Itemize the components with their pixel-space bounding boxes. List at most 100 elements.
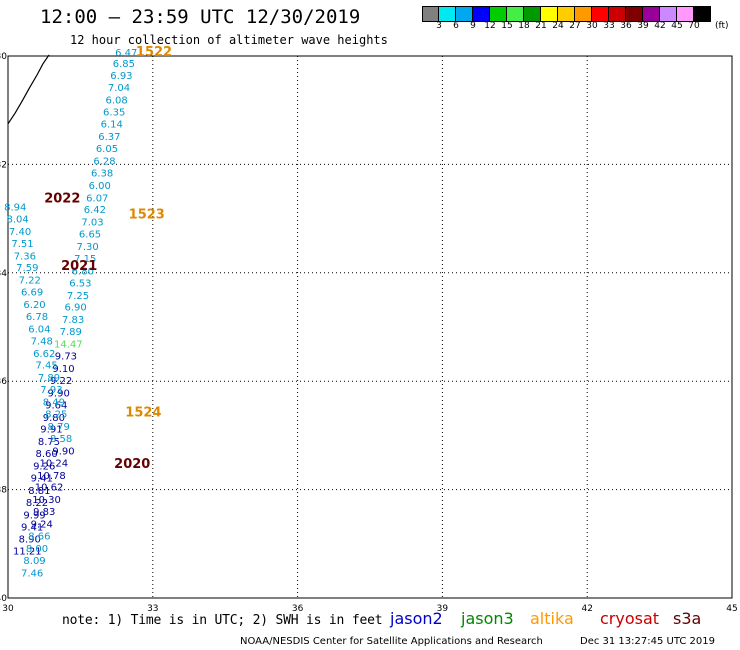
y-tick-label: -40 [0, 594, 7, 604]
wave-height-label: 7.83 [62, 315, 84, 326]
wave-height-label: 6.42 [84, 205, 106, 216]
legend-swatch [609, 7, 626, 21]
x-tick-label: 36 [292, 604, 304, 614]
y-tick-label: -36 [0, 377, 7, 387]
legend-unit-label: (ft) [715, 21, 729, 31]
wave-height-label: 6.80 [72, 266, 94, 277]
wave-height-label: 6.14 [101, 120, 123, 131]
x-tick-label: 33 [147, 604, 158, 614]
legend-swatch [592, 7, 609, 21]
legend-swatch [660, 7, 677, 21]
wave-height-label: 8.09 [23, 556, 45, 567]
wave-height-label: 7.51 [11, 239, 33, 250]
wave-height-label: 7.59 [16, 263, 38, 274]
wave-height-label: 9.99 [23, 510, 45, 521]
wave-height-label: 9.41 [31, 473, 53, 484]
wave-height-label: 9.26 [33, 462, 55, 473]
footer-note: note: 1) Time is in UTC; 2) SWH is in fe… [62, 613, 383, 628]
satellite-legend-altika: altika [530, 609, 574, 628]
legend-swatch [694, 7, 711, 21]
color-legend-bar [422, 6, 711, 22]
wave-height-label: 7.48 [31, 336, 53, 347]
wave-height-label: 8.58 [50, 434, 72, 445]
wave-height-label: 6.78 [26, 312, 48, 323]
satellite-legend-cryosat: cryosat [600, 609, 660, 628]
wave-height-label: 10.30 [32, 495, 61, 506]
page-title: 12:00 — 23:59 UTC 12/30/2019 [40, 6, 361, 28]
wave-height-label: 8.79 [48, 422, 70, 433]
wave-height-label: 6.04 [28, 324, 50, 335]
wave-height-label: 8.25 [45, 410, 67, 421]
legend-swatch [490, 7, 507, 21]
satellite-legend-jason3: jason3 [461, 609, 514, 628]
y-tick-label: -32 [0, 160, 7, 170]
legend-tick-label: 9 [470, 21, 476, 31]
coastline [7, 54, 50, 125]
wave-height-label: 6.62 [33, 349, 55, 360]
legend-swatch [541, 7, 558, 21]
legend-swatch [643, 7, 660, 21]
legend-swatch [524, 7, 541, 21]
satellite-legend-jason2: jason2 [390, 609, 443, 628]
wave-height-label: 8.22 [26, 498, 48, 509]
wave-height-label: 7.15 [74, 254, 96, 265]
wave-height-label: 8.90 [19, 535, 41, 546]
legend-tick-label: 3 [436, 21, 442, 31]
wave-height-label: 7.89 [60, 327, 82, 338]
legend-swatch [422, 7, 439, 21]
wave-height-label: 9.41 [21, 522, 43, 533]
y-tick-label: -30 [0, 52, 7, 62]
legend-tick-label: 70 [688, 21, 700, 31]
legend-swatch [677, 7, 694, 21]
x-tick-label: 45 [726, 604, 737, 614]
wave-height-label: 6.00 [89, 181, 111, 192]
legend-tick-label: 36 [620, 21, 632, 31]
wave-height-label: 6.47 [115, 48, 137, 59]
wave-height-label: 8.60 [35, 449, 57, 460]
pass-time-label: 1524 [125, 405, 161, 420]
wave-height-label: 6.85 [113, 59, 135, 70]
x-tick-label: 39 [437, 604, 449, 614]
wave-height-label: 7.45 [35, 361, 57, 372]
wave-height-label: 6.08 [105, 96, 127, 107]
legend-tick-label: 33 [603, 21, 615, 31]
wave-height-label: 9.91 [40, 425, 62, 436]
footer-timestamp: Dec 31 13:27:45 UTC 2019 [580, 636, 715, 647]
wave-height-label: 9.24 [31, 520, 53, 531]
wave-height-label: 8.04 [7, 214, 29, 225]
map-frame [7, 55, 733, 599]
legend-tick-label: 18 [518, 21, 530, 31]
wave-height-label: 7.46 [21, 568, 43, 579]
wave-height-label: 7.25 [67, 291, 89, 302]
wave-height-label: 10.62 [35, 483, 64, 494]
wave-height-label: 9.83 [33, 507, 55, 518]
legend-tick-label: 21 [535, 21, 547, 31]
wave-height-label: 9.64 [45, 400, 67, 411]
wave-height-label: 10.78 [37, 471, 66, 482]
wave-height-label: 6.53 [69, 278, 91, 289]
legend-swatch [439, 7, 456, 21]
wave-height-label: 7.93 [40, 385, 62, 396]
legend-swatch [626, 7, 643, 21]
wave-height-label: 8.94 [4, 202, 26, 213]
wave-height-label: 14.47 [54, 340, 83, 351]
page-subtitle: 12 hour collection of altimeter wave hei… [70, 33, 388, 47]
x-tick-label: 30 [2, 604, 14, 614]
wave-height-label: 6.69 [21, 288, 43, 299]
pass-time-label: 1523 [129, 208, 165, 223]
wave-height-label: 7.40 [9, 227, 31, 238]
legend-swatch [575, 7, 592, 21]
footer-credit: NOAA/NESDIS Center for Satellite Applica… [240, 636, 543, 647]
wave-height-label: 7.04 [108, 83, 130, 94]
wave-height-label: 6.65 [79, 230, 101, 241]
legend-tick-label: 24 [552, 21, 564, 31]
x-tick-label: 42 [581, 604, 592, 614]
satellite-legend-s3a: s3a [673, 609, 702, 628]
wave-height-label: 10.24 [40, 458, 69, 469]
wave-height-label: 8.81 [28, 486, 50, 497]
wave-height-label: 8.00 [26, 544, 48, 555]
wave-height-label: 6.35 [103, 108, 125, 119]
legend-tick-label: 15 [501, 21, 513, 31]
legend-tick-label: 12 [484, 21, 496, 31]
